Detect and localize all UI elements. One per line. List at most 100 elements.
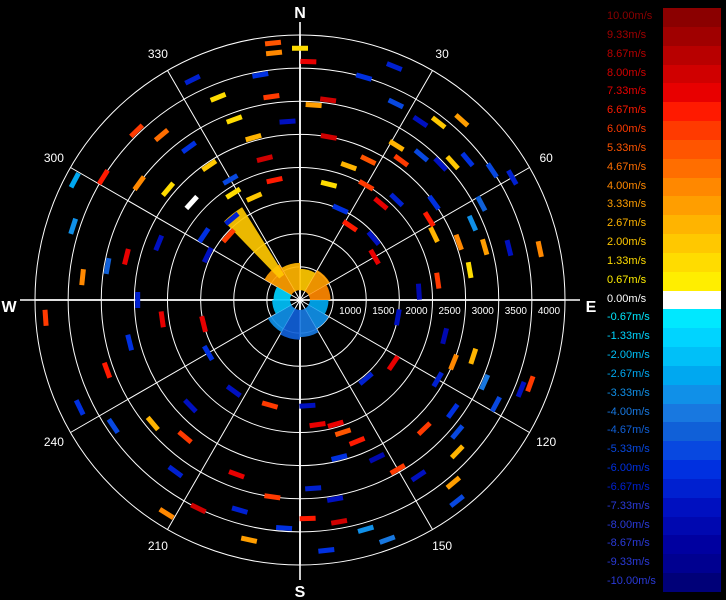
legend-row: -3.33m/s (605, 384, 721, 404)
near-range-wedge (280, 308, 300, 340)
near-range-wedge (272, 300, 292, 314)
velocity-point (378, 534, 396, 545)
chart-labels: N S E W + 30 60 120 150 210 240 300 330 1000 1500… (1, 5, 596, 600)
velocity-point (181, 140, 197, 154)
velocity-point (79, 268, 86, 286)
legend-row: 0.00m/s (605, 290, 721, 310)
legend-swatch (663, 139, 721, 159)
velocity-point (320, 133, 338, 141)
velocity-point (184, 194, 199, 211)
near-range-wedge (267, 304, 296, 333)
velocity-point (340, 161, 358, 172)
velocity-point (422, 211, 436, 228)
velocity-point (416, 421, 432, 437)
azimuth-label: 300 (44, 151, 64, 165)
velocity-point (385, 61, 403, 72)
legend-label: 10.00m/s (607, 10, 653, 22)
legend-row: 1.33m/s (605, 252, 721, 272)
velocity-point (240, 535, 258, 544)
near-range-wedge (281, 262, 300, 292)
velocity-point (197, 227, 211, 244)
velocity-point (535, 240, 544, 258)
legend-label: -4.67m/s (607, 424, 650, 437)
legend-label: -8.67m/s (607, 537, 650, 550)
velocity-point (122, 248, 131, 266)
velocity-point (387, 97, 405, 110)
velocity-point (454, 113, 470, 128)
legend-row: 2.67m/s (605, 215, 721, 235)
velocity-point (222, 173, 239, 186)
velocity-point (266, 176, 283, 185)
legend-label: 1.33m/s (607, 254, 647, 267)
velocity-point (358, 371, 374, 386)
legend-swatch (663, 121, 721, 140)
legend-row: -1.33m/s (605, 328, 721, 348)
velocity-point (334, 427, 352, 438)
legend-label: 3.33m/s (607, 198, 647, 211)
velocity-point (445, 475, 462, 490)
compass-east-label: E (586, 299, 597, 316)
velocity-point (167, 464, 184, 479)
legend-swatch (663, 328, 721, 348)
legend-swatch (663, 290, 721, 310)
azimuth-label: 120 (536, 435, 556, 449)
legend-row: -0.67m/s (605, 309, 721, 329)
velocity-color-legend: 10.00m/s 9.33m/s 8.67m/s 8.00m/s 7.33m/s 6.67… (605, 8, 721, 592)
velocity-point (201, 158, 218, 172)
velocity-point (209, 91, 227, 103)
velocity-point (299, 515, 316, 522)
legend-swatch (663, 83, 721, 103)
legend-row: -4.67m/s (605, 422, 721, 442)
legend-row: -2.00m/s (605, 347, 721, 366)
velocity-point (305, 485, 322, 492)
legend-swatch (663, 497, 721, 517)
velocity-point (448, 353, 459, 371)
velocity-point (359, 154, 377, 166)
velocity-point (224, 211, 240, 226)
velocity-point (225, 186, 242, 200)
legend-swatch (663, 384, 721, 404)
azimuth-label: 330 (148, 47, 168, 61)
velocity-point (101, 361, 113, 379)
azimuth-label: 210 (148, 539, 168, 553)
radial-velocity-points (42, 39, 544, 554)
legend-label: 4.67m/s (607, 160, 647, 173)
velocity-point (427, 194, 441, 211)
range-label: 1000 (339, 306, 362, 317)
velocity-point (319, 96, 337, 104)
velocity-point (231, 505, 249, 515)
legend-label: -1.33m/s (607, 330, 650, 343)
legend-row: 0.67m/s (605, 271, 721, 291)
velocity-point (433, 156, 448, 172)
velocity-point (225, 384, 242, 398)
legend-swatch (663, 26, 721, 46)
legend-row: 4.67m/s (605, 158, 721, 178)
velocity-point (73, 399, 86, 416)
velocity-point (228, 469, 245, 480)
legend-row: 10.00m/s (605, 8, 721, 27)
legend-label: -4.00m/s (607, 405, 650, 418)
legend-swatch (663, 535, 721, 555)
velocity-point (489, 395, 502, 413)
legend-row: -9.33m/s (605, 554, 721, 574)
legend-row: 8.00m/s (605, 64, 721, 84)
legend-label: 0.67m/s (607, 273, 647, 286)
velocity-point (68, 172, 81, 189)
center-marker: + (296, 293, 304, 308)
velocity-point (202, 344, 215, 362)
velocity-point (366, 230, 381, 246)
velocity-point (160, 181, 176, 198)
velocity-point (449, 494, 465, 508)
legend-label: 7.33m/s (607, 85, 647, 98)
velocity-point (434, 272, 442, 289)
velocity-point (389, 192, 405, 208)
near-range-wedge (224, 207, 285, 279)
velocity-point (480, 238, 490, 256)
legend-label: 2.00m/s (607, 236, 647, 249)
velocity-point (468, 347, 479, 365)
legend-swatch (663, 215, 721, 235)
range-label: 4000 (538, 306, 561, 317)
legend-row: 5.33m/s (605, 139, 721, 159)
velocity-point (412, 114, 429, 129)
legend-swatch (663, 8, 721, 27)
